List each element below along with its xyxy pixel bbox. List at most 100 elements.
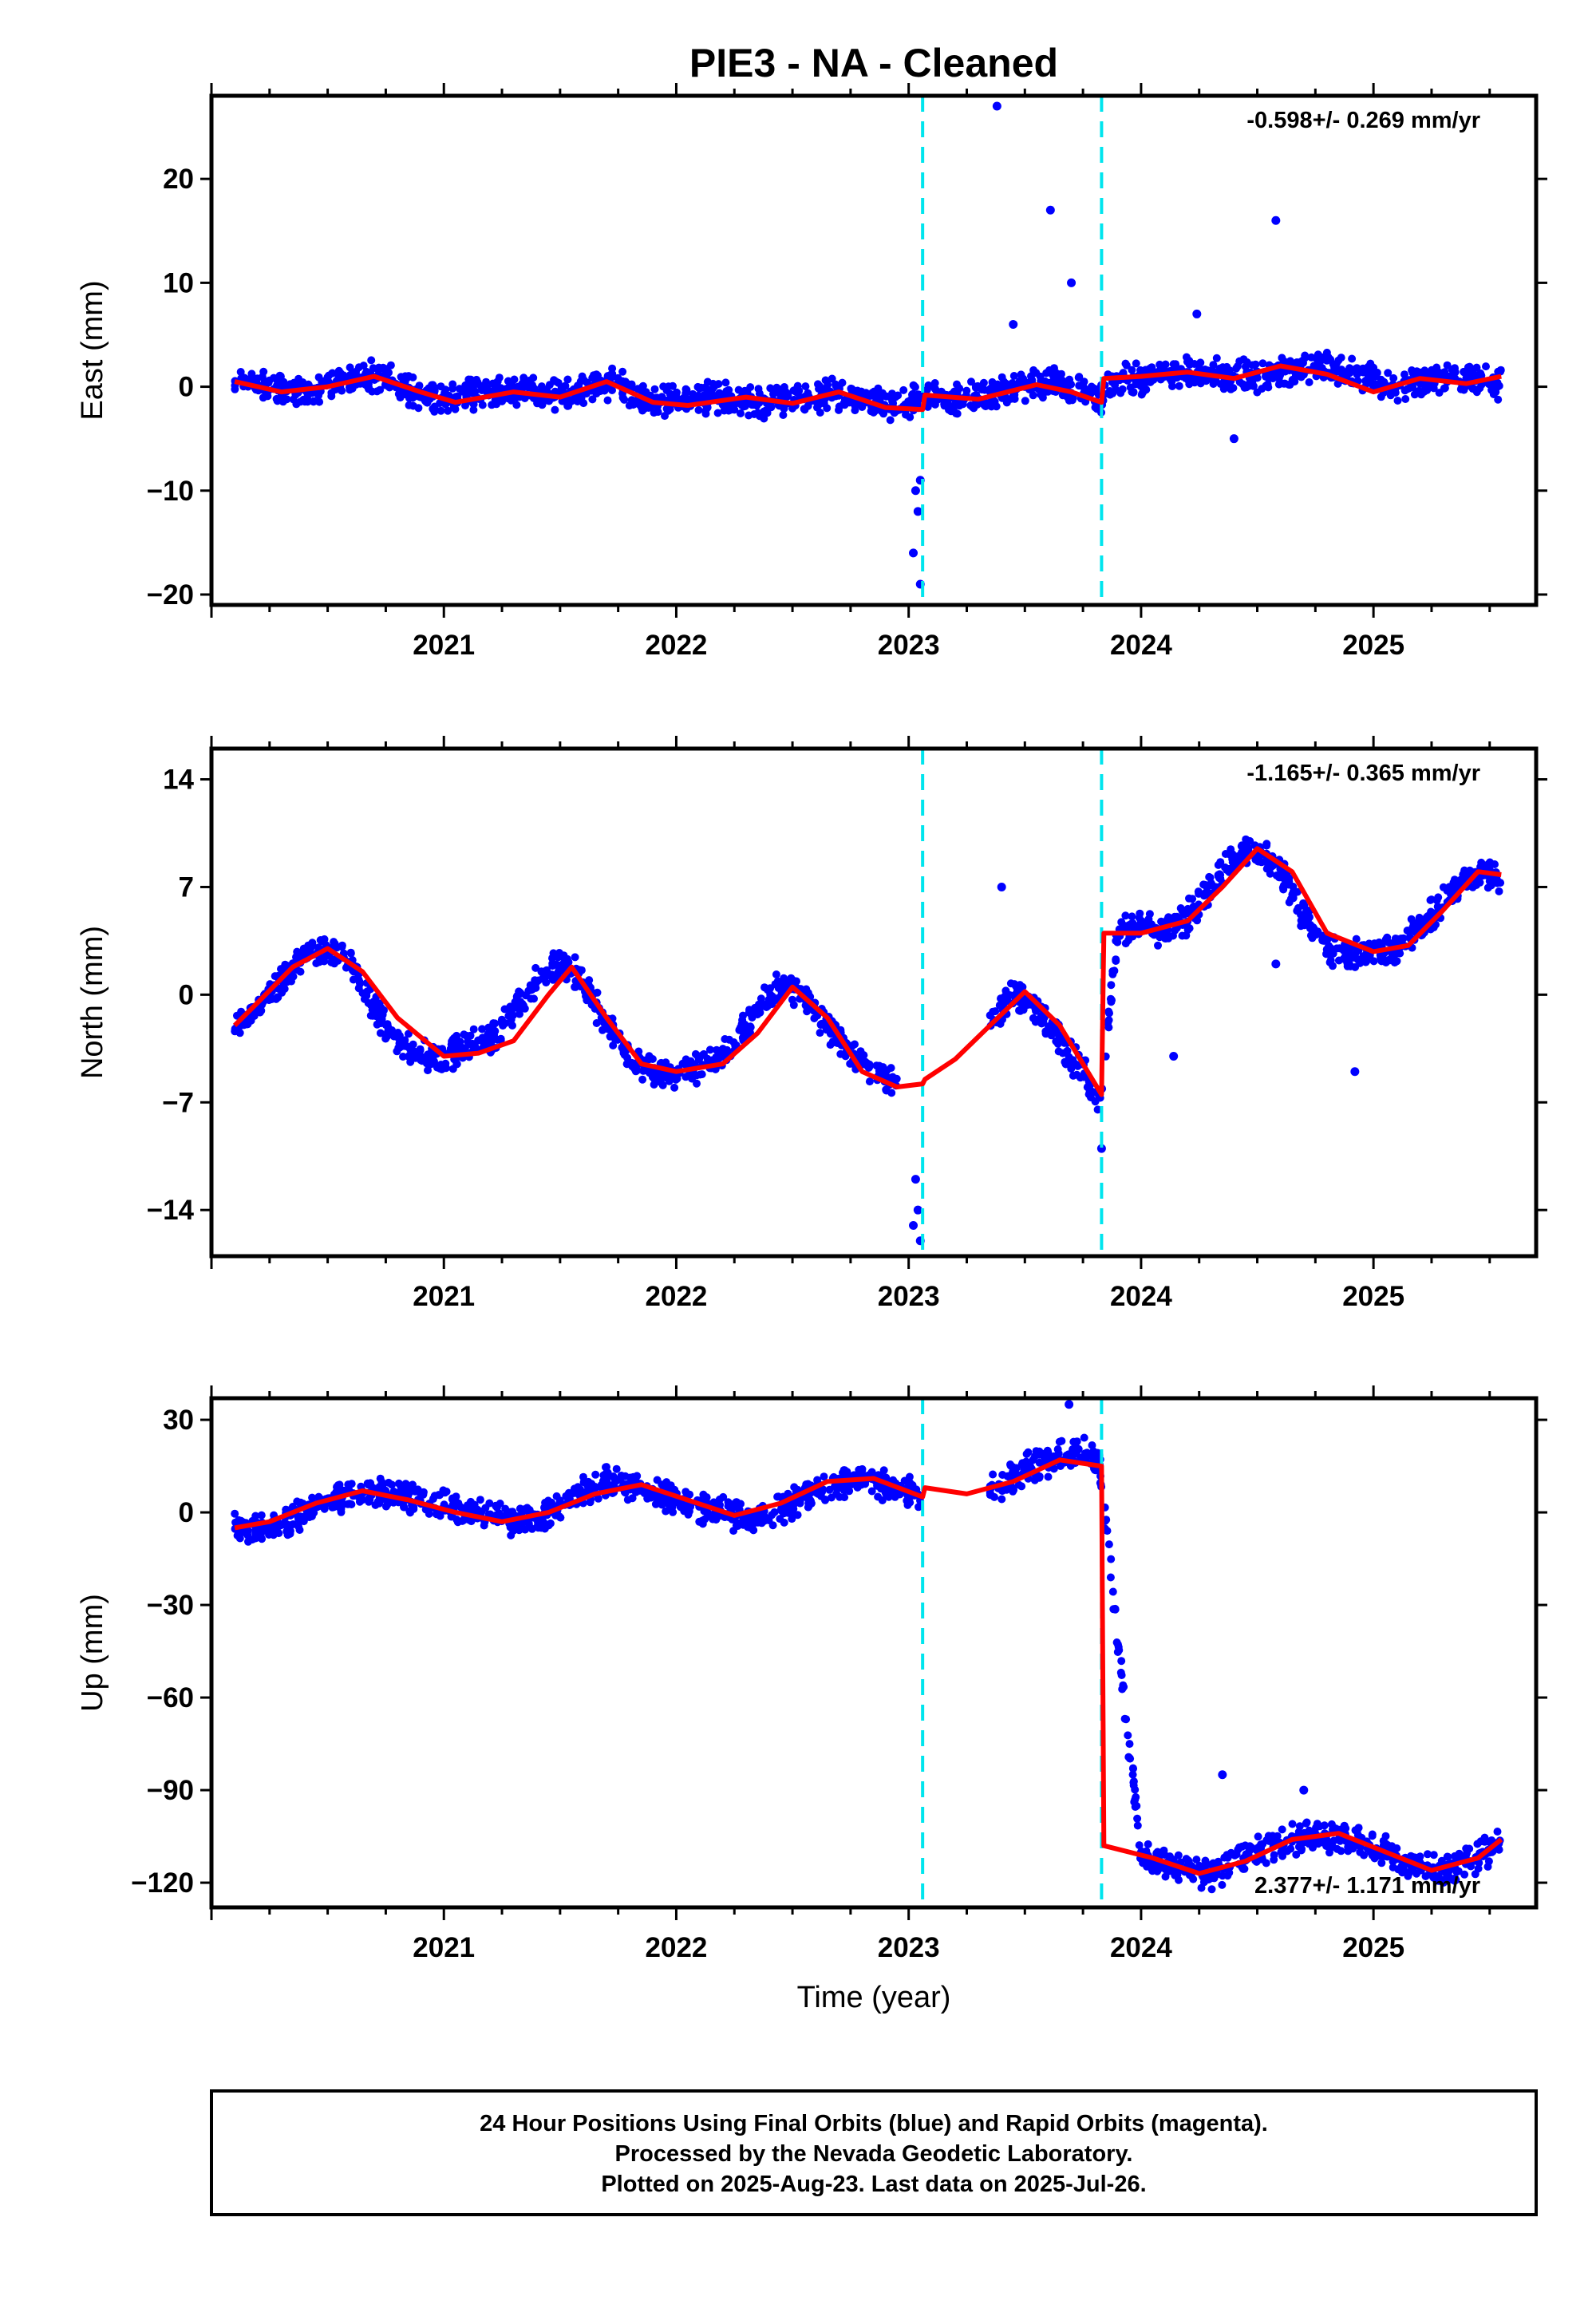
data-point [409,1480,417,1489]
data-point [867,1487,876,1496]
data-point [480,1038,488,1047]
data-point [405,401,413,409]
data-point [684,396,693,405]
data-point [1212,354,1221,362]
x-tick-label: 2025 [1342,630,1404,661]
outlier-point [911,1175,920,1184]
data-point [816,1029,824,1037]
data-point [998,373,1006,381]
data-point [333,943,342,952]
data-point [1254,1832,1262,1841]
data-point [821,1496,830,1504]
data-point [1312,1824,1321,1832]
data-point [1465,1844,1474,1853]
x-tick-label: 2024 [1110,1281,1172,1312]
data-point [1019,1462,1028,1470]
data-point [498,397,507,405]
data-point [1482,362,1490,371]
data-point [1207,879,1215,887]
outlier-point [992,101,1001,111]
data-point [377,1478,386,1487]
data-point [979,378,988,387]
data-point [473,1506,482,1515]
data-point [1455,1852,1464,1861]
data-point [1375,938,1384,947]
data-point [383,1020,392,1029]
y-tick-label: −7 [162,1087,194,1118]
data-point [1300,1828,1309,1837]
data-point [376,1029,385,1037]
data-point [906,413,915,421]
y-axis-label: Up (mm) [76,1594,109,1712]
data-point [282,395,291,404]
data-point [424,1066,432,1075]
data-point [254,1007,263,1016]
data-point [998,1487,1006,1496]
data-point [824,381,832,389]
data-point [1493,378,1502,387]
data-point [1450,875,1459,884]
data-point [753,1003,762,1012]
data-point [563,375,572,384]
data-point [702,1493,711,1502]
y-tick-label: 7 [179,871,194,903]
data-point [1443,887,1452,895]
data-point [666,389,674,398]
data-point [464,375,473,384]
data-point [930,385,939,393]
data-point [1432,896,1441,905]
data-point [903,1496,911,1505]
data-point [825,1485,834,1494]
data-point [1131,1803,1140,1811]
data-point [1176,904,1185,912]
outlier-point [1009,319,1018,329]
data-point [476,1496,484,1504]
data-point [1174,1851,1183,1860]
data-point [1400,370,1408,379]
data-point [989,1470,998,1479]
data-point [950,387,958,396]
data-point [684,1510,693,1519]
data-point [347,1500,356,1508]
data-point [492,1501,500,1510]
data-point [713,409,722,417]
data-point [1144,1840,1152,1848]
data-point [487,1039,496,1047]
data-point [873,393,882,402]
data-point [1451,1874,1460,1883]
data-point [346,363,354,372]
data-point [588,395,597,404]
x-tick-label: 2021 [413,1281,475,1312]
data-point [1280,875,1289,883]
data-point [1426,895,1435,904]
data-point [430,402,439,411]
y-tick-label: −60 [147,1682,194,1713]
outlier-point [1271,959,1281,969]
data-point [1108,1587,1117,1596]
y-tick-label: 10 [163,267,194,298]
x-tick-label: 2024 [1110,1932,1172,1963]
data-point [1116,1668,1125,1677]
data-point [1494,395,1503,404]
data-point [347,1480,356,1488]
data-point [612,1464,621,1473]
data-point [737,1020,746,1029]
data-point [247,370,256,378]
data-point [395,1488,403,1497]
data-point [1185,924,1194,933]
data-point [542,978,551,987]
data-point [737,409,745,417]
footer-line-2: Processed by the Nevada Geodetic Laborat… [615,2141,1133,2167]
data-point [681,389,690,397]
data-point [777,1504,786,1512]
data-point [429,1055,437,1064]
data-point [1044,1456,1053,1464]
data-point [1302,1819,1310,1828]
data-point [883,1066,891,1075]
model-fit-line [232,846,1502,1097]
data-point [579,399,588,408]
data-point [1093,1105,1102,1114]
data-point [1113,1648,1122,1656]
data-point [633,1472,642,1480]
